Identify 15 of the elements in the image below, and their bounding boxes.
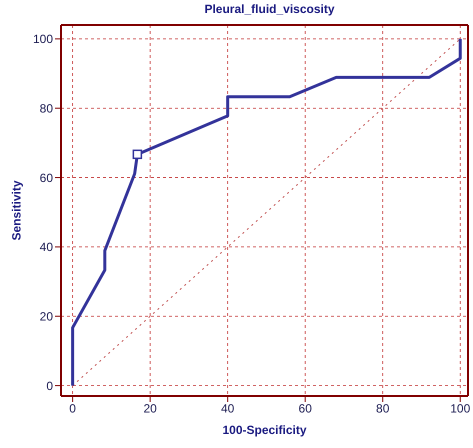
x-tick-label: 40 (220, 402, 235, 416)
y-tick-label: 20 (40, 310, 54, 324)
chart-title: Pleural_fluid_viscosity (203, 2, 336, 16)
x-tick-label: 100 (450, 402, 471, 416)
x-axis-title: 100-Specificity (222, 423, 307, 437)
x-tick-label: 80 (376, 402, 390, 416)
x-tick-label: 0 (69, 402, 76, 416)
y-tick-label: 40 (40, 240, 54, 254)
y-tick-label: 100 (32, 32, 54, 46)
y-tick-label: 60 (40, 170, 54, 185)
x-tick-label: 20 (143, 402, 158, 416)
x-tick-label: 60 (298, 402, 312, 416)
y-tick-label: 0 (46, 378, 54, 393)
y-tick-label: 80 (40, 101, 54, 116)
y-axis-title: Sensitivity (9, 180, 24, 241)
